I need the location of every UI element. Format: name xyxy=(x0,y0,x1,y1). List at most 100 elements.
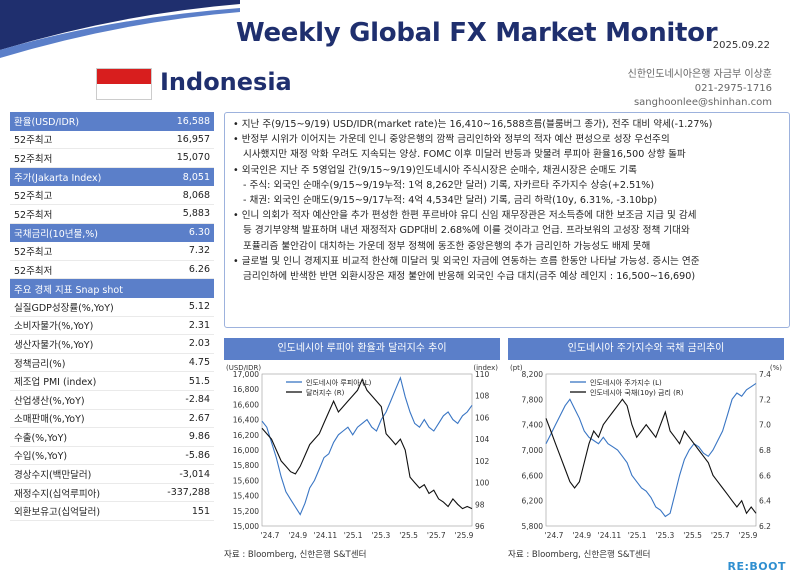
row-label: 수입(%,YoY) xyxy=(14,451,68,463)
indonesia-flag-icon xyxy=(96,68,152,100)
right-tick-label: 6.6 xyxy=(759,471,771,480)
left-tick-label: 15,800 xyxy=(233,461,259,470)
row-value: -2.84 xyxy=(185,394,210,406)
page-title: Weekly Global FX Market Monitor xyxy=(236,18,718,48)
row-label: 재정수지(십억루피아) xyxy=(14,488,101,500)
commentary-bullet: • 반정부 시위가 이어지는 가운데 인니 중앙은행의 깜짝 금리인하와 정부의… xyxy=(233,134,670,146)
left-axis-unit: (USD/IDR) xyxy=(226,364,261,372)
table-header-row: 환율(USD/IDR) 16,588 xyxy=(10,112,214,131)
commentary-bullet: • 인니 의회가 적자 예산안을 추가 편성한 한편 푸르바야 유디 신임 재무… xyxy=(233,210,697,222)
table-row: 정책금리(%) 4.75 xyxy=(10,354,214,373)
row-value: -337,288 xyxy=(167,487,210,499)
table-row: 산업생산(%,YoY) -2.84 xyxy=(10,391,214,410)
left-tick-label: 6,200 xyxy=(522,497,544,506)
row-value: 8,068 xyxy=(182,189,210,201)
x-tick-label: '24.7 xyxy=(261,531,280,540)
x-tick-label: '24.9 xyxy=(572,531,591,540)
right-tick-label: 7.4 xyxy=(759,370,771,379)
x-tick-label: '25.7 xyxy=(427,531,446,540)
row-label: 52주최고 xyxy=(14,246,53,258)
table-header-row: 주요 경제 지표 Snap shot xyxy=(10,279,214,298)
row-label: 52주최고 xyxy=(14,135,53,147)
row-label: 52주최저 xyxy=(14,265,53,277)
row-label: 경상수지(백만달러) xyxy=(14,470,92,482)
row-label: 산업생산(%,YoY) xyxy=(14,395,85,407)
right-axis-unit: (%) xyxy=(770,364,782,372)
left-tick-label: 8,200 xyxy=(522,370,544,379)
contact-name: 신한인도네시아은행 자금부 이상훈 xyxy=(627,69,772,80)
source-note-left: 자료 : Bloomberg, 신한은행 S&T센터 xyxy=(224,550,367,560)
commentary-bullet: • 지난 주(9/15~9/19) USD/IDR(market rate)는 … xyxy=(233,119,713,130)
table-row: 수입(%,YoY) -5.86 xyxy=(10,447,214,466)
commentary-bullet: • 글로벌 및 인니 경제지표 비교적 한산해 미달러 및 외국인 자금에 연동… xyxy=(233,255,700,267)
left-tick-label: 16,600 xyxy=(233,400,259,409)
right-tick-label: 7.0 xyxy=(759,421,771,430)
left-tick-label: 5,800 xyxy=(522,522,544,531)
row-label: 외환보유고(십억달러) xyxy=(14,507,101,519)
contact-info: 신한인도네시아은행 자금부 이상훈 021-2975-1716 sanghoon… xyxy=(628,68,772,110)
right-tick-label: 110 xyxy=(475,370,490,379)
contact-email[interactable]: sanghoonlee@shinhan.com xyxy=(633,97,772,108)
left-tick-label: 15,200 xyxy=(233,507,259,516)
right-tick-label: 106 xyxy=(475,413,490,422)
row-value: 4.75 xyxy=(188,357,210,369)
series-line-1 xyxy=(261,376,473,516)
fx-chart: (USD/IDR) (index) 17,000 16,800 16,600 16,400… xyxy=(226,364,498,540)
left-tick-label: 16,200 xyxy=(233,431,259,440)
row-value: -3,014 xyxy=(179,468,210,480)
indicator-table: 환율(USD/IDR) 16,588 52주최고 16,957 52주최저 15,070 주… xyxy=(10,112,214,522)
row-value: 2.03 xyxy=(188,338,210,350)
row-value: 6.30 xyxy=(188,227,210,239)
row-value: 2.31 xyxy=(188,319,210,331)
x-tick-label: '25.1 xyxy=(628,531,647,540)
row-label: 소매판매(%,YoY) xyxy=(14,414,85,426)
country-title: Indonesia xyxy=(160,68,292,96)
header-swoosh-decoration xyxy=(0,0,240,58)
table-row: 외환보유고(십억달러) 151 xyxy=(10,502,214,522)
table-row: 재정수지(십억루피아) -337,288 xyxy=(10,484,214,503)
right-tick-label: 96 xyxy=(475,522,485,531)
left-tick-label: 15,000 xyxy=(233,522,259,531)
right-tick-label: 7.2 xyxy=(759,395,771,404)
row-value: 5,883 xyxy=(182,208,210,220)
contact-phone: 021-2975-1716 xyxy=(694,83,772,94)
row-value: 151 xyxy=(191,505,210,517)
right-tick-label: 6.4 xyxy=(759,497,771,506)
row-value: 9.86 xyxy=(188,431,210,443)
commentary-line: 포퓰리즘 불안감이 대치하는 가운데 정부 정책에 동조한 중앙은행의 추가 금… xyxy=(243,240,651,252)
right-tick-label: 6.2 xyxy=(759,522,771,531)
fx-chart-panel: 인도네시아 루피아 환율과 달러지수 추이 (USD/IDR) (index) 17… xyxy=(224,338,500,546)
table-row: 소매판매(%,YoY) 2.67 xyxy=(10,410,214,429)
row-value: 2.67 xyxy=(188,412,210,424)
fx-chart-title: 인도네시아 루피아 환율과 달러지수 추이 xyxy=(224,338,500,360)
table-row: 52주최저 5,883 xyxy=(10,205,214,224)
legend-label: 인도네시아 주가지수 (L) xyxy=(590,378,662,387)
row-value: 16,957 xyxy=(176,133,210,145)
x-tick-label: '25.3 xyxy=(655,531,674,540)
row-label: 제조업 PMI (index) xyxy=(14,377,97,389)
left-tick-label: 16,800 xyxy=(233,385,259,394)
row-value: 5.12 xyxy=(188,301,210,313)
x-tick-label: '24.11 xyxy=(598,531,622,540)
right-tick-label: 108 xyxy=(475,392,490,401)
table-row: 실질GDP성장률(%,YoY) 5.12 xyxy=(10,298,214,317)
x-tick-label: '25.5 xyxy=(683,531,702,540)
table-header-row: 주가(Jakarta Index) 8,051 xyxy=(10,167,214,187)
table-row: 소비자물가(%,YoY) 2.31 xyxy=(10,317,214,336)
left-tick-label: 7,400 xyxy=(522,421,544,430)
series-line-2 xyxy=(545,398,757,515)
plot-frame xyxy=(261,373,473,527)
row-label: 정책금리(%) xyxy=(14,358,66,370)
row-label: 환율(USD/IDR) xyxy=(14,117,80,129)
row-label: 52주최저 xyxy=(14,153,53,165)
plot-frame xyxy=(545,373,757,527)
row-value: 16,588 xyxy=(176,115,210,127)
left-tick-label: 7,800 xyxy=(522,395,544,404)
table-row: 52주최고 16,957 xyxy=(10,131,214,150)
table-row: 생산자물가(%,YoY) 2.03 xyxy=(10,335,214,354)
x-tick-label: '25.9 xyxy=(739,531,758,540)
table-row: 52주최저 15,070 xyxy=(10,149,214,168)
series-line-2 xyxy=(261,378,473,510)
row-value: 6.26 xyxy=(188,264,210,276)
right-axis-unit: (index) xyxy=(473,364,498,372)
